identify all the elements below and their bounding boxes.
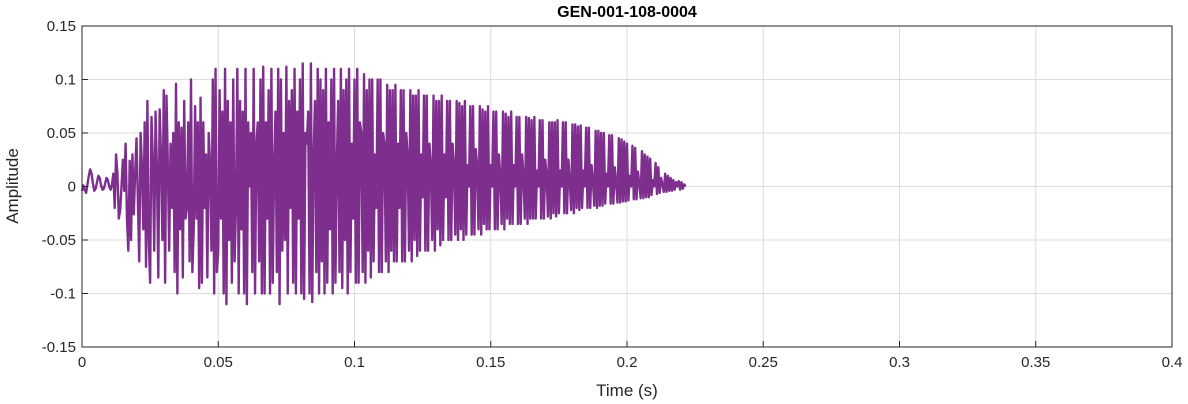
y-tick-label: -0.15 xyxy=(42,339,76,356)
y-tick-label: -0.05 xyxy=(42,232,76,249)
x-tick-label: 0.1 xyxy=(344,354,365,371)
axis-ticks: 0 0.05 0.1 0.15 0.2 0.25 0.3 0.35 0.4 -0.15 -0.1 -0… xyxy=(42,18,1183,371)
x-tick-label: 0.25 xyxy=(749,354,778,371)
x-tick-label: 0.2 xyxy=(617,354,638,371)
y-tick-label: 0.05 xyxy=(47,125,76,142)
y-tick-label: 0.15 xyxy=(47,18,76,35)
x-tick-label: 0.35 xyxy=(1021,354,1050,371)
plot-area xyxy=(80,62,687,306)
x-tick-label: 0.3 xyxy=(889,354,910,371)
x-axis-label: Time (s) xyxy=(596,381,658,400)
x-tick-label: 0 xyxy=(78,354,86,371)
series-line xyxy=(80,62,687,306)
y-axis-label: Amplitude xyxy=(3,148,22,224)
x-tick-label: 0.15 xyxy=(476,354,505,371)
y-tick-label: 0 xyxy=(68,179,76,196)
chart-title: GEN-001-108-0004 xyxy=(557,4,697,21)
x-tick-label: 0.4 xyxy=(1162,354,1183,371)
y-tick-label: -0.1 xyxy=(50,286,76,303)
x-tick-label: 0.05 xyxy=(204,354,233,371)
y-tick-label: 0.1 xyxy=(55,72,76,89)
